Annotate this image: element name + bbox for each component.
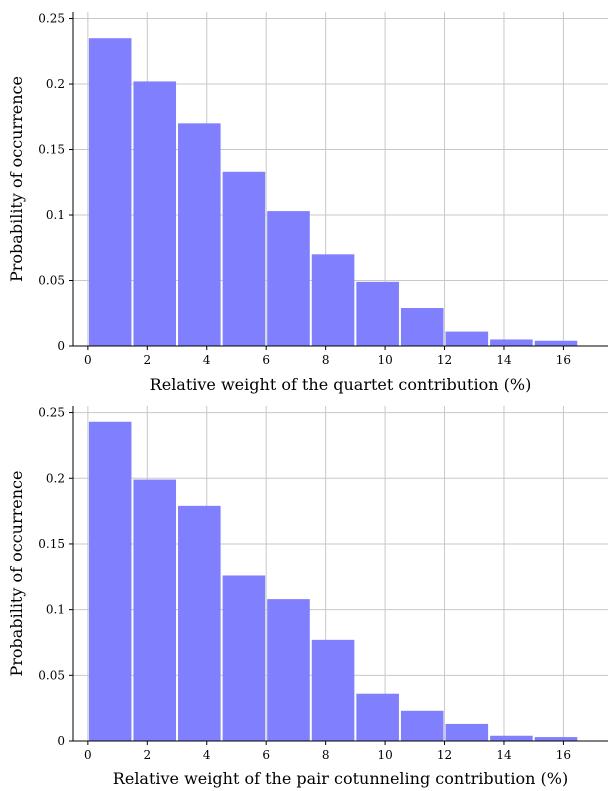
- x-tick-label: 2: [143, 353, 151, 367]
- y-axis-label: Probability of occurrence: [7, 76, 26, 282]
- histogram-bar: [178, 123, 221, 346]
- y-tick-label: 0: [57, 339, 65, 353]
- y-tick-label: 0.25: [38, 406, 65, 420]
- histogram-bar: [445, 723, 489, 741]
- x-axis-label: Relative weight of the quartet contribut…: [150, 375, 532, 394]
- histogram-bar: [356, 693, 399, 741]
- x-tick-label: 2: [143, 748, 151, 762]
- x-tick-label: 8: [322, 748, 330, 762]
- histogram-bar: [133, 81, 177, 346]
- y-tick-label: 0.15: [38, 537, 65, 551]
- histogram-bar: [88, 421, 132, 741]
- x-tick-label: 10: [377, 353, 392, 367]
- histogram-bar: [490, 339, 533, 346]
- histogram-bar: [356, 281, 399, 346]
- y-tick-label: 0.05: [38, 668, 65, 682]
- x-tick-label: 16: [556, 748, 571, 762]
- y-tick-label: 0: [57, 734, 65, 748]
- x-tick-label: 4: [203, 748, 211, 762]
- x-tick-label: 14: [496, 353, 512, 367]
- x-tick-label: 8: [322, 353, 330, 367]
- y-tick-label: 0.1: [46, 603, 65, 617]
- x-tick-label: 14: [496, 748, 512, 762]
- quartet-histogram-chart: 0 2 4 6 8 10 12 14 16 0 0.05 0.1 0.15 0.2 0.25 Relati…: [7, 12, 608, 394]
- histogram-bar: [490, 735, 533, 741]
- histogram-bar: [311, 639, 355, 741]
- histogram-bar: [267, 599, 310, 741]
- x-tick-label: 12: [437, 748, 452, 762]
- x-tick-label: 10: [377, 748, 392, 762]
- x-tick-label: 12: [437, 353, 452, 367]
- axes-layer: [72, 12, 608, 347]
- x-ticks-layer: 0 2 4 6 8 10 12 14 16: [84, 346, 571, 367]
- y-axis-label: Probability of occurrence: [7, 471, 26, 677]
- x-axis-label: Relative weight of the pair cotunneling …: [113, 769, 568, 788]
- x-ticks-layer: 0 2 4 6 8 10 12 14 16: [84, 741, 571, 762]
- histogram-bar: [178, 505, 221, 741]
- histogram-bar: [133, 479, 177, 741]
- y-tick-label: 0.1: [46, 208, 65, 222]
- histogram-bar: [445, 331, 489, 346]
- y-ticks-layer: 0 0.05 0.1 0.15 0.2 0.25: [38, 12, 73, 353]
- histogram-bar: [400, 308, 444, 346]
- y-tick-label: 0.2: [46, 77, 65, 91]
- bars-layer: [88, 421, 578, 741]
- histogram-bar: [222, 171, 266, 346]
- y-tick-label: 0.25: [38, 12, 65, 26]
- x-tick-label: 0: [84, 748, 92, 762]
- x-tick-label: 0: [84, 353, 92, 367]
- y-tick-label: 0.05: [38, 274, 65, 288]
- histogram-bar: [222, 575, 266, 741]
- x-tick-label: 6: [262, 748, 270, 762]
- histogram-bar: [534, 340, 578, 346]
- histogram-bar: [311, 254, 355, 346]
- y-tick-label: 0.2: [46, 471, 65, 485]
- histogram-bar: [400, 710, 444, 741]
- axes-layer: [72, 406, 608, 742]
- histogram-bar: [534, 737, 578, 741]
- bars-layer: [88, 38, 578, 347]
- histogram-bar: [88, 38, 132, 347]
- histogram-bar: [267, 211, 310, 346]
- y-tick-label: 0.15: [38, 143, 65, 157]
- x-tick-label: 6: [262, 353, 270, 367]
- x-tick-label: 16: [556, 353, 571, 367]
- x-tick-label: 4: [203, 353, 211, 367]
- y-ticks-layer: 0 0.05 0.1 0.15 0.2 0.25: [38, 406, 73, 748]
- pair-cotunneling-histogram-chart: 0 2 4 6 8 10 12 14 16 0 0.05 0.1 0.15 0.2 0.25 Relati…: [7, 406, 608, 788]
